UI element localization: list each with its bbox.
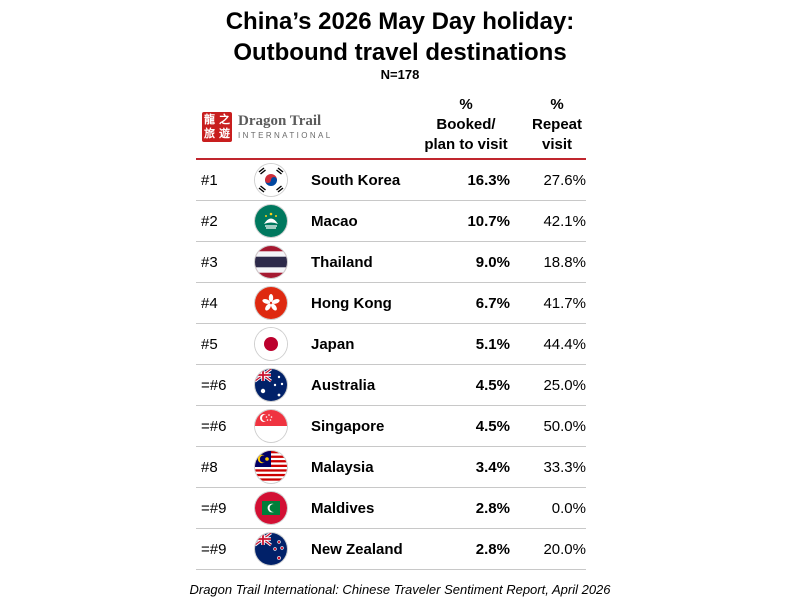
logo-subtitle: INTERNATIONAL [238,131,333,140]
south-korea-flag-icon [255,164,287,196]
column-header-booked-line: % [459,96,473,113]
rank-label: #2 [201,213,218,230]
hong-kong-flag-icon [255,287,287,319]
repeat-value: 42.1% [543,213,586,230]
column-header-repeat: % Repeat visit [522,95,592,155]
chart-title-line-2: Outbound travel destinations [233,39,567,66]
table-row: #4 Hong Kong 6.7% 41.7% [196,283,586,324]
destination-name: Singapore [311,418,385,435]
column-header-repeat-line: visit [541,136,572,153]
seal-icon: 龍之 旅遊 [202,112,232,142]
column-header-booked: % Booked/ plan to visit [416,95,516,155]
table-row: #8 Malaysia 3.4% 33.3% [196,447,586,488]
destination-name: Australia [311,377,376,394]
table-row: #3 Thailand 9.0% 18.8% [196,242,586,283]
table-row: #1 South Korea 16.3% 27.6% [196,160,586,201]
column-header-repeat-line: Repeat [531,116,583,133]
repeat-value: 33.3% [543,459,586,476]
table-row: #2 Macao 10.7% 42.1% [196,201,586,242]
booked-value: 2.8% [475,500,510,517]
japan-flag-icon [255,328,287,360]
rank-label: #8 [201,459,218,476]
rank-label: #1 [201,172,218,189]
booked-value: 4.5% [475,418,510,435]
singapore-flag-icon [255,410,287,442]
booked-value: 4.5% [475,377,510,394]
malaysia-flag-icon [255,451,287,483]
rank-label: #4 [201,295,218,312]
table-row: #5 Japan 5.1% 44.4% [196,324,586,365]
repeat-value: 41.7% [543,295,586,312]
destination-name: Japan [311,336,355,353]
booked-value: 16.3% [467,172,510,189]
rank-label: #3 [201,254,218,271]
destination-name: Hong Kong [311,295,392,312]
repeat-value: 20.0% [543,541,586,558]
repeat-value: 25.0% [543,377,586,394]
rank-label: #5 [201,336,218,353]
destination-name: Maldives [311,500,375,517]
thailand-flag-icon [255,246,287,278]
destination-name: South Korea [311,172,401,189]
rank-label: =#6 [201,418,227,435]
new-zealand-flag-icon [255,533,287,565]
rank-label: =#6 [201,377,227,394]
header-divider [196,158,586,160]
repeat-value: 50.0% [543,418,586,435]
destination-name: Malaysia [311,459,374,476]
repeat-value: 18.8% [543,254,586,271]
destination-name: New Zealand [311,541,403,558]
booked-value: 5.1% [475,336,510,353]
repeat-value: 0.0% [551,500,586,517]
logo-name: Dragon Trail [238,113,322,129]
booked-value: 9.0% [475,254,510,271]
table-row: =#6 Australia 4.5% 25.0% [196,365,586,406]
rank-label: =#9 [201,500,227,517]
source-note: Dragon Trail International: Chinese Trav… [189,582,611,597]
sample-size: N=178 [380,67,420,82]
booked-value: 2.8% [475,541,510,558]
chart-title-line-1: China’s 2026 May Day holiday: [225,8,575,35]
column-header-booked-line: plan to visit [424,136,508,153]
booked-value: 6.7% [475,295,510,312]
booked-value: 3.4% [475,459,510,476]
repeat-value: 44.4% [543,336,586,353]
table-row: =#6 Singapore 4.5% 50.0% [196,406,586,447]
table-row: =#9 Maldives 2.8% 0.0% [196,488,586,529]
column-header-repeat-line: % [550,96,564,113]
maldives-flag-icon [255,492,287,524]
dragon-trail-logo: 龍之 旅遊 Dragon Trail INTERNATIONAL [202,112,332,144]
booked-value: 10.7% [467,213,510,230]
destination-name: Macao [311,213,358,230]
column-header-booked-line: Booked/ [436,116,496,133]
rank-label: =#9 [201,541,227,558]
repeat-value: 27.6% [543,172,586,189]
destination-name: Thailand [311,254,373,271]
destination-table: #1 South Korea 16.3% 27.6% #2 Macao 10.7% 42.1%… [196,160,586,570]
macao-flag-icon [255,205,287,237]
australia-flag-icon [255,369,287,401]
table-row: =#9 New Zealand 2.8% 20.0% [196,529,586,570]
